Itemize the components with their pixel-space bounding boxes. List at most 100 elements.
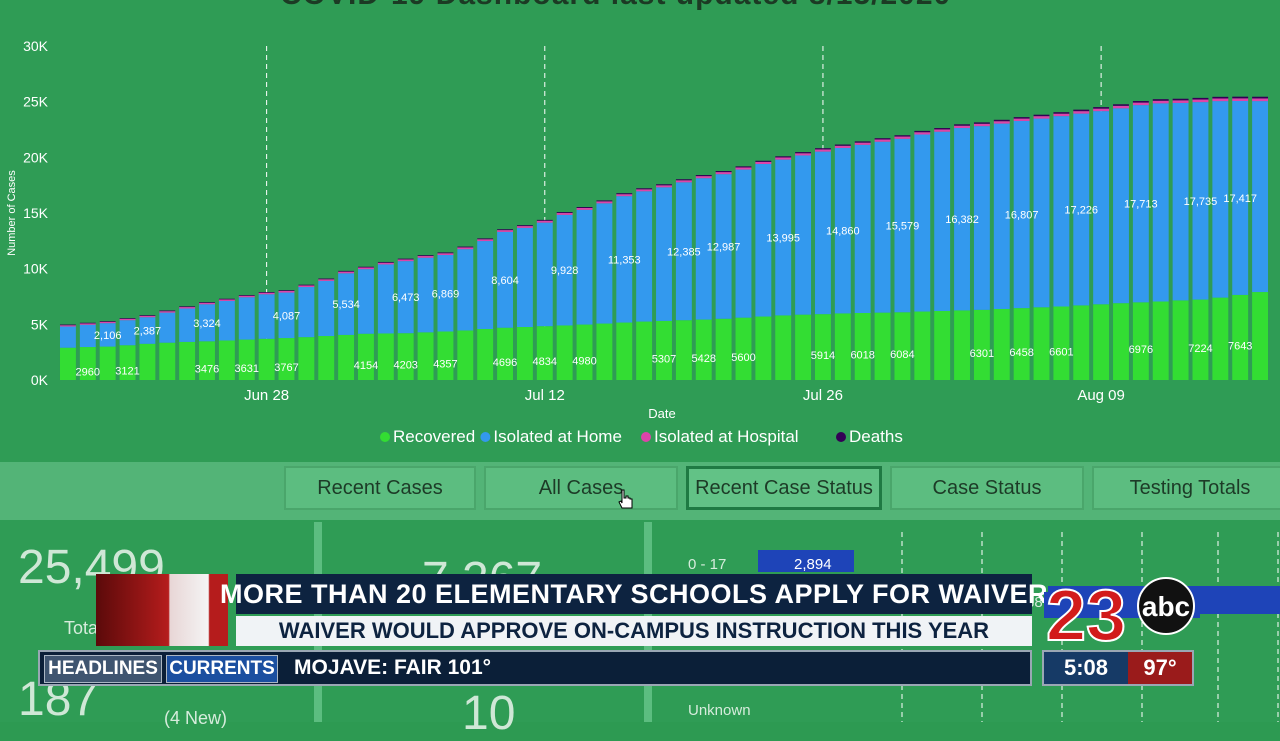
all-cases-chart-panel: 0K 5K 10K 15K 20K 25K 30K Number of Cases Jun 28… <box>0 28 1280 460</box>
station-logo: 23 abc <box>1040 574 1200 646</box>
legend-marker <box>480 432 491 442</box>
current-time: 5:08 <box>1044 652 1128 684</box>
bar-recovered <box>516 327 533 380</box>
home-data-label: 12,987 <box>707 241 741 253</box>
bar-isolated-at-home <box>1192 102 1209 300</box>
bar-recovered <box>159 342 176 380</box>
bar-recovered <box>99 346 116 380</box>
recovered-data-label: 4696 <box>493 357 517 369</box>
home-data-label: 3,324 <box>193 318 221 330</box>
bar-isolated-at-hospital <box>338 271 355 274</box>
bar-isolated-at-hospital <box>536 220 553 223</box>
recovered-data-label: 4834 <box>533 356 557 368</box>
bar-recovered <box>1172 300 1189 380</box>
bar-isolated-at-hospital <box>656 185 672 188</box>
bar-deaths <box>457 246 474 248</box>
tab-testing-totals[interactable]: Testing Totals <box>1092 466 1280 510</box>
bar-isolated-at-hospital <box>417 256 434 258</box>
bar-deaths <box>477 238 494 240</box>
bar-isolated-at-home <box>139 317 156 344</box>
bar-isolated-at-hospital <box>298 285 315 288</box>
bar-recovered <box>318 336 335 380</box>
hospitalized-new-count: (4 New) <box>164 708 228 728</box>
recovered-data-label: 6018 <box>850 349 874 361</box>
bar-isolated-at-home <box>556 214 573 326</box>
bar-recovered <box>695 319 712 380</box>
bar-isolated-at-home <box>159 312 176 343</box>
bar-recovered <box>179 341 196 380</box>
bar-isolated-at-home <box>497 231 513 328</box>
bar-deaths <box>1192 97 1209 100</box>
bar-isolated-at-hospital <box>894 136 911 139</box>
bar-recovered <box>79 347 96 380</box>
tab-all-cases[interactable]: All Cases <box>484 466 678 510</box>
recovered-data-label: 5600 <box>731 352 755 364</box>
bar-isolated-at-hospital <box>934 129 951 132</box>
bar-isolated-at-home <box>218 300 235 341</box>
bar-isolated-at-home <box>1033 118 1050 308</box>
bar-isolated-at-hospital <box>775 157 792 160</box>
bar-recovered <box>556 325 573 380</box>
bar-isolated-at-home <box>1152 103 1169 302</box>
age-row-value: 2,894 <box>794 556 832 573</box>
bar-recovered <box>755 316 772 380</box>
y-tick-label: 30K <box>23 38 49 54</box>
bar-isolated-at-hospital <box>1192 99 1209 103</box>
ticker-weather-text: MOJAVE: FAIR 101° <box>294 656 492 679</box>
bar-isolated-at-hospital <box>973 123 990 127</box>
bar-recovered <box>536 326 553 380</box>
bar-deaths <box>795 152 812 154</box>
lower-third-graphic <box>96 574 228 646</box>
bar-deaths <box>914 130 931 133</box>
tab-case-status[interactable]: Case Status <box>890 466 1084 510</box>
legend-entry: Isolated at Home <box>493 427 622 446</box>
home-data-label: 17,417 <box>1223 193 1257 205</box>
bar-recovered <box>914 311 931 380</box>
bar-recovered <box>656 320 672 380</box>
bar-isolated-at-hospital <box>119 318 136 321</box>
bar-recovered <box>834 313 851 380</box>
bar-isolated-at-home <box>854 144 871 313</box>
bar-isolated-at-home <box>755 164 772 317</box>
bar-isolated-at-home <box>397 261 414 334</box>
bar-deaths <box>1113 104 1129 106</box>
legend-entry: Isolated at Hospital <box>654 427 799 446</box>
bar-isolated-at-home <box>874 141 891 313</box>
tab-recent-case-status[interactable]: Recent Case Status <box>686 466 882 510</box>
bar-deaths <box>1212 96 1229 99</box>
bar-isolated-at-hospital <box>199 302 215 305</box>
bar-isolated-at-hospital <box>1232 98 1249 101</box>
home-data-label: 13,995 <box>766 233 800 245</box>
bar-isolated-at-home <box>1132 105 1149 303</box>
bar-deaths <box>159 310 176 312</box>
home-data-label: 5,534 <box>332 299 360 311</box>
y-tick-label: 20K <box>23 149 49 165</box>
bar-deaths <box>556 212 573 214</box>
bar-isolated-at-hospital <box>1093 108 1110 112</box>
home-data-label: 16,382 <box>945 214 979 226</box>
home-data-label: 17,735 <box>1184 196 1218 208</box>
hand-cursor-icon <box>618 489 633 509</box>
bar-isolated-at-home <box>596 203 613 324</box>
bar-recovered <box>119 345 136 380</box>
recovered-data-label: 3476 <box>195 364 219 376</box>
bar-isolated-at-hospital <box>238 295 255 298</box>
bar-isolated-at-hospital <box>318 279 335 281</box>
bar-recovered <box>437 331 454 380</box>
bar-isolated-at-home <box>954 128 970 311</box>
currents-badge: CURRENTS <box>166 655 278 683</box>
bar-isolated-at-hospital <box>1053 113 1070 117</box>
bar-deaths <box>934 128 951 130</box>
bar-deaths <box>675 179 692 181</box>
tab-recent-cases[interactable]: Recent Cases <box>284 466 476 510</box>
bar-isolated-at-hospital <box>516 226 533 228</box>
bar-isolated-at-home <box>258 294 275 339</box>
bar-deaths <box>815 148 831 150</box>
bar-recovered <box>934 310 951 380</box>
bar-isolated-at-home <box>179 308 196 342</box>
bar-deaths <box>397 258 414 260</box>
bar-recovered <box>616 322 633 380</box>
recovered-data-label: 6976 <box>1129 344 1153 356</box>
bar-isolated-at-hospital <box>278 290 295 293</box>
bar-recovered <box>775 315 792 380</box>
